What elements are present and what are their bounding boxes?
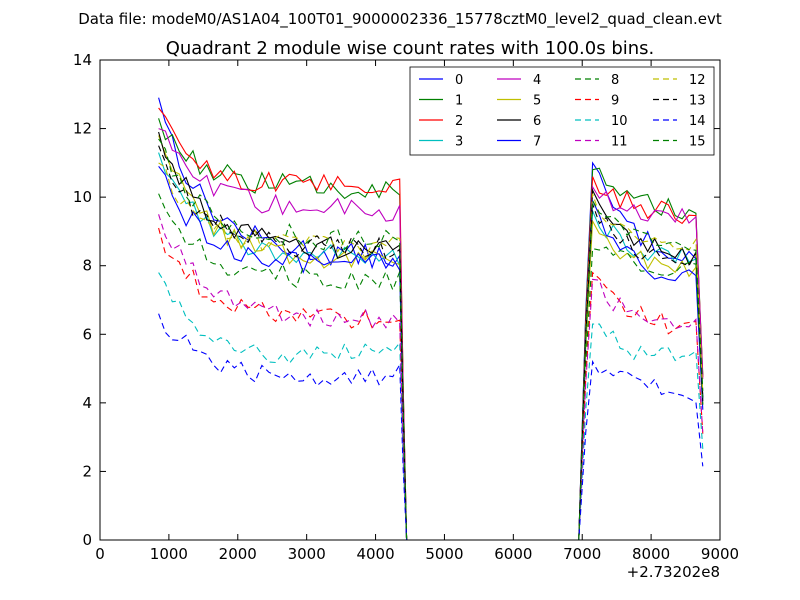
x-tick-label: 5000 (425, 545, 463, 563)
x-tick-label: 2000 (219, 545, 257, 563)
series-line-8 (158, 193, 704, 541)
legend-label-10: 10 (611, 114, 628, 129)
legend-label-8: 8 (611, 73, 619, 88)
legend-label-1: 1 (455, 94, 463, 109)
tick-layer: 0 1000 2000 3000 4000 5000 6000 7000 8000 9000 0 2 4… (73, 51, 739, 563)
series-line-6 (158, 131, 704, 541)
legend-label-6: 6 (533, 114, 541, 129)
legend-label-2: 2 (455, 114, 463, 129)
chart-suptitle: Data file: modeM0/AS1A04_100T01_90000023… (78, 10, 722, 29)
legend-label-3: 3 (455, 135, 463, 150)
y-tick-label: 0 (82, 531, 92, 549)
x-tick-label: 6000 (494, 545, 532, 563)
legend-label-4: 4 (533, 73, 541, 88)
plot-frame (99, 59, 721, 541)
legend-label-12: 12 (689, 73, 706, 88)
x-tick-label: 7000 (563, 545, 601, 563)
series-layer (158, 97, 704, 541)
series-line-15 (158, 138, 704, 541)
series-line-9 (158, 227, 704, 541)
y-tick-label: 6 (82, 325, 92, 343)
y-tick-label: 10 (73, 188, 92, 206)
x-offset-label: +2.73202e8 (627, 563, 720, 581)
y-tick-label: 2 (82, 462, 92, 480)
series-line-7 (158, 165, 704, 541)
x-tick-label: 1000 (150, 545, 188, 563)
legend-label-9: 9 (611, 94, 619, 109)
chart-title: Quadrant 2 module wise count rates with … (166, 38, 655, 59)
x-tick-label: 9000 (701, 545, 739, 563)
series-line-1 (158, 118, 704, 541)
series-line-10 (158, 272, 704, 541)
series-line-14 (158, 313, 704, 541)
x-tick-label: 3000 (288, 545, 326, 563)
legend-label-5: 5 (533, 94, 541, 109)
series-line-0 (158, 97, 704, 541)
y-tick-label: 8 (82, 257, 92, 275)
legend-label-15: 15 (689, 135, 706, 150)
series-line-13 (158, 145, 704, 541)
x-tick-label: 0 (95, 545, 105, 563)
y-tick-label: 14 (73, 51, 92, 69)
x-tick-label: 4000 (356, 545, 394, 563)
legend-label-13: 13 (689, 94, 706, 109)
x-tick-label: 8000 (632, 545, 670, 563)
series-line-5 (158, 135, 704, 541)
series-line-11 (158, 214, 704, 541)
y-tick-label: 4 (82, 394, 92, 412)
series-line-2 (158, 107, 704, 541)
legend-label-14: 14 (689, 114, 706, 129)
series-line-4 (158, 128, 704, 541)
y-tick-label: 12 (73, 120, 92, 138)
legend-label-0: 0 (455, 73, 463, 88)
legend-label-11: 11 (611, 135, 628, 150)
legend-label-7: 7 (533, 135, 541, 150)
